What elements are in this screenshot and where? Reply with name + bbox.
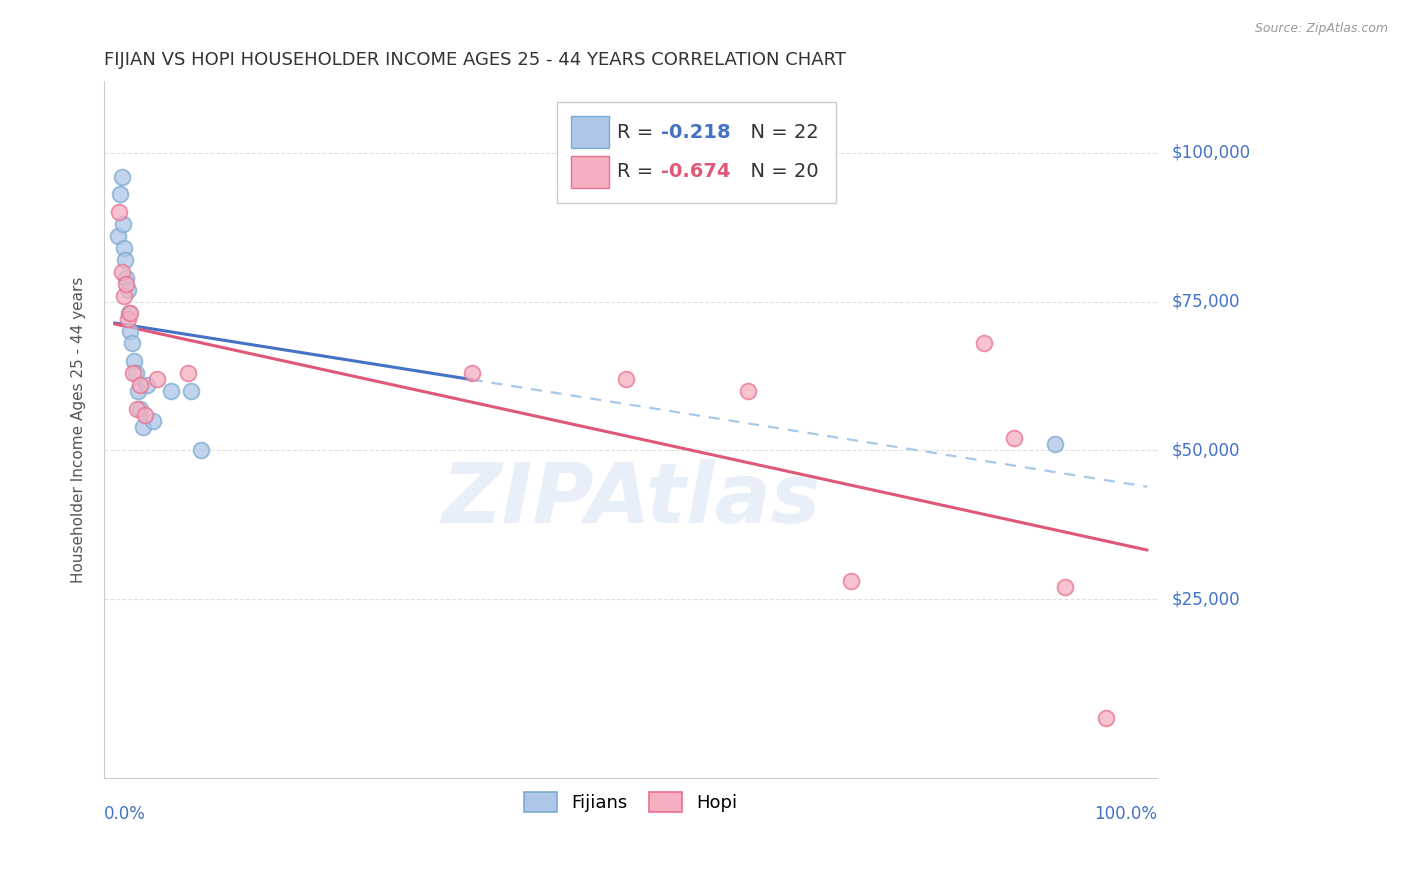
Point xyxy=(114,277,136,291)
Point xyxy=(118,306,141,320)
Point xyxy=(127,384,149,398)
Text: 100.0%: 100.0% xyxy=(1094,805,1157,823)
Point xyxy=(132,419,155,434)
Text: -0.674: -0.674 xyxy=(661,162,731,181)
Text: $25,000: $25,000 xyxy=(1171,591,1240,608)
Point xyxy=(177,366,200,380)
Point xyxy=(118,324,141,338)
Point xyxy=(112,288,135,302)
Point xyxy=(107,205,129,219)
Point xyxy=(121,336,143,351)
Text: $100,000: $100,000 xyxy=(1171,144,1250,161)
Text: ZIPAtlas: ZIPAtlas xyxy=(441,458,821,540)
Point xyxy=(111,169,134,184)
Text: R =: R = xyxy=(617,123,659,142)
Point xyxy=(737,384,759,398)
Y-axis label: Householder Income Ages 25 - 44 years: Householder Income Ages 25 - 44 years xyxy=(72,277,86,582)
Point xyxy=(973,336,995,351)
Point xyxy=(146,372,169,386)
Point xyxy=(122,354,145,368)
Point xyxy=(111,265,134,279)
FancyBboxPatch shape xyxy=(571,156,609,188)
Point xyxy=(114,252,136,267)
Point xyxy=(129,377,152,392)
Legend: Fijians, Hopi: Fijians, Hopi xyxy=(516,783,747,821)
Point xyxy=(1043,437,1066,451)
Point xyxy=(117,283,139,297)
Point xyxy=(107,229,129,244)
Text: $50,000: $50,000 xyxy=(1171,442,1240,459)
Text: -0.218: -0.218 xyxy=(661,123,731,142)
Point xyxy=(125,366,148,380)
Point xyxy=(839,574,862,589)
Point xyxy=(118,306,141,320)
FancyBboxPatch shape xyxy=(557,103,837,203)
Point xyxy=(1095,711,1118,725)
FancyBboxPatch shape xyxy=(571,116,609,148)
Text: FIJIAN VS HOPI HOUSEHOLDER INCOME AGES 25 - 44 YEARS CORRELATION CHART: FIJIAN VS HOPI HOUSEHOLDER INCOME AGES 2… xyxy=(104,51,846,69)
Point xyxy=(114,270,136,285)
Point xyxy=(1054,580,1077,594)
Text: N = 20: N = 20 xyxy=(738,162,818,181)
Point xyxy=(1002,432,1025,446)
Point xyxy=(117,312,139,326)
Point xyxy=(136,377,159,392)
Point xyxy=(142,414,165,428)
Text: N = 22: N = 22 xyxy=(738,123,820,142)
Point xyxy=(614,372,637,386)
Point xyxy=(461,366,484,380)
Point xyxy=(112,241,135,255)
Point xyxy=(125,401,148,416)
Text: R =: R = xyxy=(617,162,659,181)
Point xyxy=(108,187,131,202)
Point xyxy=(129,401,152,416)
Point xyxy=(159,384,181,398)
Text: $75,000: $75,000 xyxy=(1171,293,1240,310)
Point xyxy=(122,366,145,380)
Point xyxy=(180,384,202,398)
Text: Source: ZipAtlas.com: Source: ZipAtlas.com xyxy=(1254,22,1388,36)
Point xyxy=(134,408,156,422)
Point xyxy=(111,217,134,231)
Point xyxy=(190,443,212,458)
Text: 0.0%: 0.0% xyxy=(104,805,146,823)
